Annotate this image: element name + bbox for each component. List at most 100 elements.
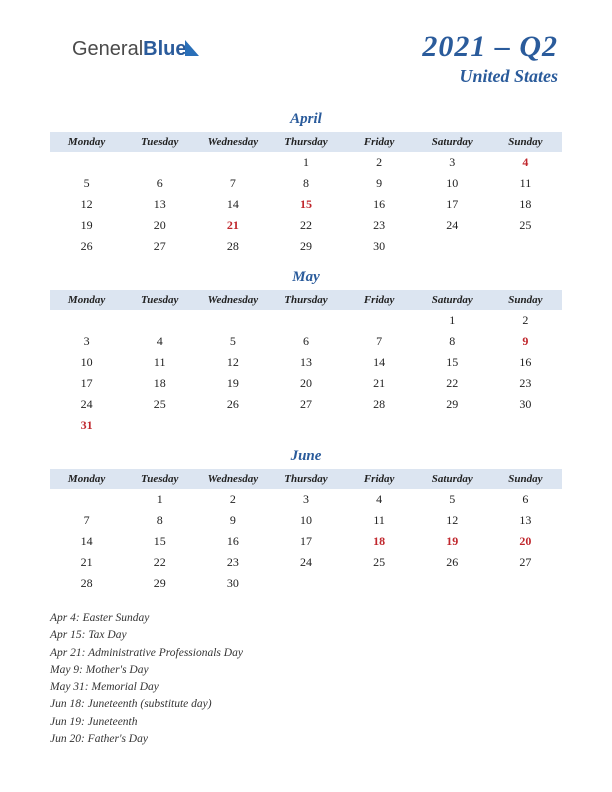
calendar-cell: 17 [50,373,123,394]
holiday-list: Apr 4: Easter SundayApr 15: Tax DayApr 2… [50,610,562,748]
holiday-entry: May 9: Mother's Day [50,662,562,679]
calendar-cell: 15 [269,194,342,215]
calendar-cell [416,236,489,257]
calendar-cell: 28 [196,236,269,257]
day-header: Tuesday [123,469,196,489]
calendar-cell: 12 [50,194,123,215]
calendar-cell: 11 [123,352,196,373]
calendar-cell: 9 [196,510,269,531]
calendar-row: 3456789 [50,331,562,352]
day-header: Friday [343,290,416,310]
calendar-row: 14151617181920 [50,531,562,552]
day-header: Monday [50,132,123,152]
calendar-cell: 30 [489,394,562,415]
calendar-cell: 25 [343,552,416,573]
calendar-cell [269,573,342,594]
day-header: Sunday [489,469,562,489]
calendar-cell [416,415,489,436]
calendar-cell: 3 [50,331,123,352]
calendar-cell: 20 [123,215,196,236]
logo: GeneralBlue [72,38,199,61]
day-header: Monday [50,290,123,310]
calendar-cell: 3 [416,152,489,173]
calendar-cell: 20 [489,531,562,552]
calendar-row: 123456 [50,489,562,510]
calendar-cell: 11 [343,510,416,531]
page-subtitle: United States [50,66,558,87]
calendar-cell [343,310,416,331]
calendar-cell: 22 [269,215,342,236]
holiday-entry: Apr 21: Administrative Professionals Day [50,645,562,662]
calendar-cell: 20 [269,373,342,394]
holiday-entry: May 31: Memorial Day [50,679,562,696]
calendar-cell: 19 [416,531,489,552]
holiday-entry: Jun 18: Juneteenth (substitute day) [50,696,562,713]
calendar-cell [50,489,123,510]
calendar-row: 567891011 [50,173,562,194]
calendar-cell: 27 [489,552,562,573]
day-header: Sunday [489,290,562,310]
calendar-cell [196,152,269,173]
calendar-cell: 24 [269,552,342,573]
calendar-cell: 26 [196,394,269,415]
holiday-entry: Jun 20: Father's Day [50,731,562,748]
calendar-cell: 21 [196,215,269,236]
calendar-cell [123,310,196,331]
calendar-cell: 14 [50,531,123,552]
month-block: AprilMondayTuesdayWednesdayThursdayFrida… [50,111,562,257]
calendar-cell: 8 [269,173,342,194]
month-block: JuneMondayTuesdayWednesdayThursdayFriday… [50,448,562,594]
calendar-cell: 21 [343,373,416,394]
calendar-table: MondayTuesdayWednesdayThursdayFridaySatu… [50,290,562,436]
calendar-row: 2627282930 [50,236,562,257]
calendar-cell: 16 [196,531,269,552]
calendar-cell: 14 [196,194,269,215]
calendar-cell: 16 [489,352,562,373]
calendar-container: AprilMondayTuesdayWednesdayThursdayFrida… [50,111,562,594]
calendar-cell: 9 [489,331,562,352]
holiday-entry: Apr 15: Tax Day [50,627,562,644]
calendar-cell: 6 [123,173,196,194]
day-header: Wednesday [196,132,269,152]
calendar-cell: 23 [489,373,562,394]
calendar-cell [123,415,196,436]
calendar-cell: 30 [196,573,269,594]
calendar-cell: 1 [269,152,342,173]
calendar-row: 12 [50,310,562,331]
calendar-cell: 29 [269,236,342,257]
calendar-cell [489,415,562,436]
calendar-cell: 7 [196,173,269,194]
day-header: Saturday [416,132,489,152]
logo-text-1: General [72,38,143,60]
calendar-cell [269,310,342,331]
day-header: Sunday [489,132,562,152]
calendar-cell: 21 [50,552,123,573]
calendar-cell: 2 [489,310,562,331]
calendar-cell [416,573,489,594]
calendar-cell: 2 [343,152,416,173]
calendar-cell [343,573,416,594]
calendar-cell: 29 [416,394,489,415]
month-name: April [50,111,562,128]
calendar-cell: 19 [50,215,123,236]
calendar-cell: 27 [269,394,342,415]
calendar-cell: 10 [416,173,489,194]
calendar-row: 21222324252627 [50,552,562,573]
calendar-cell [196,415,269,436]
calendar-cell: 4 [489,152,562,173]
calendar-cell: 14 [343,352,416,373]
calendar-cell: 18 [343,531,416,552]
calendar-cell [50,310,123,331]
calendar-row: 10111213141516 [50,352,562,373]
calendar-cell: 30 [343,236,416,257]
calendar-cell: 7 [343,331,416,352]
day-header: Thursday [269,469,342,489]
calendar-cell: 26 [50,236,123,257]
day-header: Thursday [269,290,342,310]
calendar-cell: 12 [196,352,269,373]
month-name: June [50,448,562,465]
day-header: Monday [50,469,123,489]
calendar-cell: 28 [343,394,416,415]
day-header: Tuesday [123,132,196,152]
calendar-cell: 29 [123,573,196,594]
